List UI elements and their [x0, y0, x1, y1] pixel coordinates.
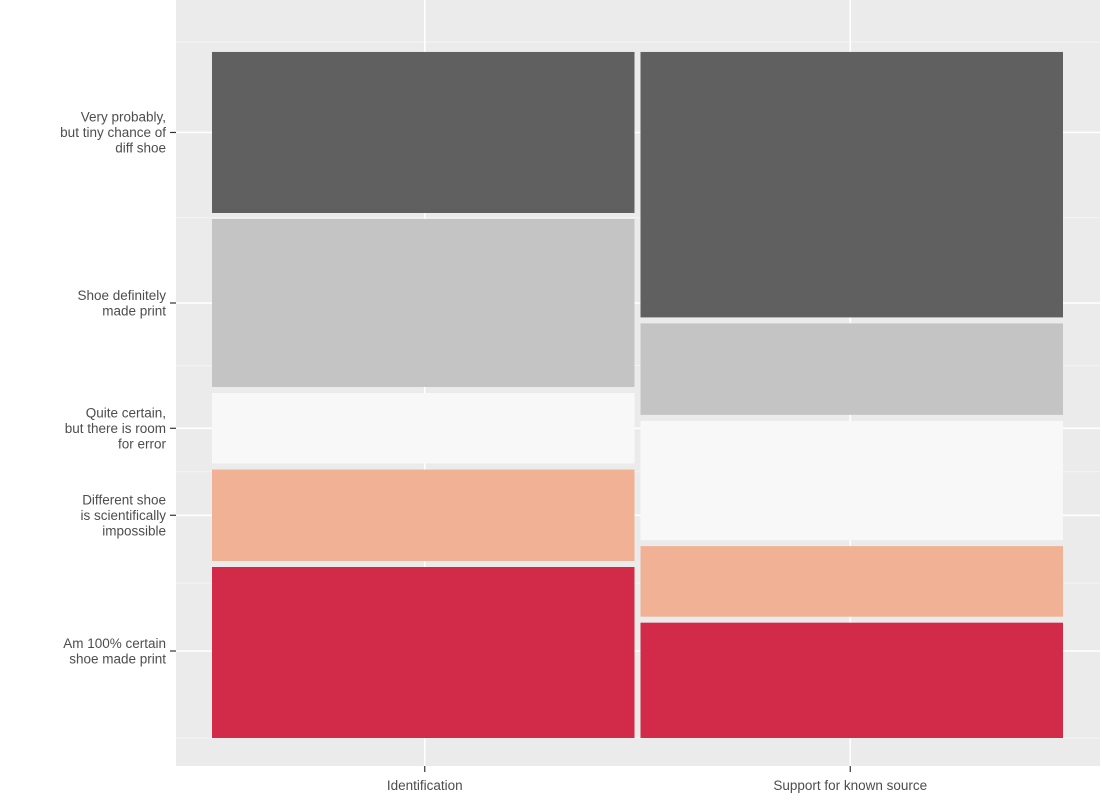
mosaic-tile	[212, 567, 635, 738]
mosaic-tile	[640, 323, 1063, 415]
x-tick-label: Identification	[387, 778, 463, 793]
y-tick-label: Very probably, but tiny chance of diff sho…	[60, 109, 166, 155]
mosaic-tile	[640, 622, 1063, 738]
mosaic-tile	[640, 420, 1063, 541]
mosaic-tile	[640, 546, 1063, 617]
y-axis: Am 100% certain shoe made print Different …	[60, 109, 176, 666]
mosaic-tile	[212, 219, 635, 387]
mosaic-tile	[212, 469, 635, 561]
mosaic-tile	[212, 51, 635, 214]
y-tick-label: Different shoe is scientifically impossibl…	[80, 492, 166, 538]
mosaic-tile	[212, 393, 635, 464]
y-tick-label: Shoe definitely made print	[77, 288, 166, 319]
mosaic-tile	[640, 51, 1063, 318]
y-tick-label: Quite certain, but there is room for error	[65, 405, 167, 451]
y-tick-label: Am 100% certain shoe made print	[63, 636, 166, 667]
x-tick-label: Support for known source	[773, 778, 927, 793]
x-axis: Identification Support for known source	[387, 766, 927, 793]
mosaic-tiles	[212, 51, 1063, 738]
